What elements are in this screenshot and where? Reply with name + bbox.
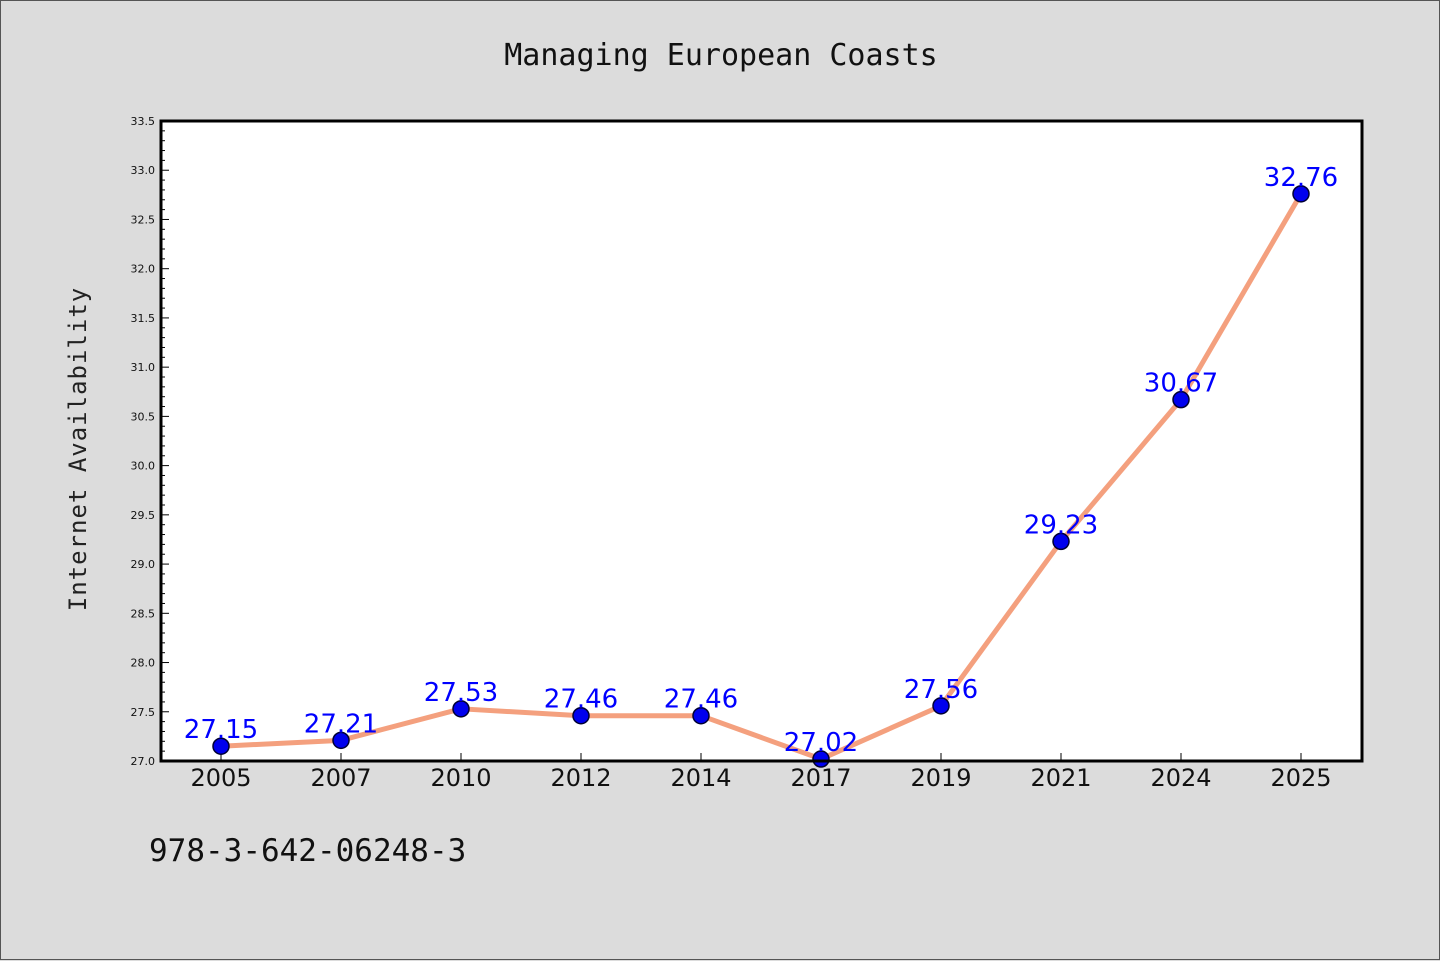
data-point [692,706,710,725]
y-axis-ticks: 27.0 27.5 28.0 28.5 29.0 29.5 30.0 30.5 31.0 31.5… [131,115,169,768]
data-label: 27.02 [784,728,858,758]
data-point [1292,185,1310,203]
x-tick-label: 2005 [190,764,251,792]
data-label: 27.15 [184,715,258,745]
data-label: 27.21 [304,709,378,739]
data-label: 27.46 [544,685,618,715]
x-tick-label: 2025 [1270,764,1331,792]
y-tick-label: 33.0 [131,164,156,177]
data-point [812,750,830,768]
data-label: 27.46 [664,685,738,715]
isbn-code: 978-3-642-06248-3 [149,833,467,869]
y-tick-label: 27.5 [131,706,156,719]
data-point [932,697,950,715]
x-axis-ticks: 2005 2007 2010 2012 2014 2017 2019 2021 2024 2025 [190,753,1332,792]
data-point [572,706,590,725]
x-tick-label: 2010 [430,764,491,792]
x-tick-label: 2024 [1150,764,1211,792]
data-point [1052,532,1070,551]
data-point [1172,390,1190,409]
x-tick-label: 2017 [790,764,851,792]
series-layer [218,191,1304,762]
markers-layer [212,185,1310,768]
plot-frame [159,119,1364,763]
data-labels-layer: 27.15 27.21 27.53 27.46 27.46 27.02 27.56 29.23… [184,163,1338,758]
data-label: 29.23 [1024,510,1098,540]
x-tick-label: 2019 [910,764,971,792]
y-tick-label: 29.0 [131,558,156,571]
x-tick-label: 2012 [550,764,611,792]
x-tick-label: 2014 [670,764,731,792]
data-point [332,731,350,750]
y-tick-label: 29.5 [131,509,156,522]
y-tick-label: 32.0 [131,263,156,276]
chart-title: Managing European Coasts [504,38,937,73]
y-tick-label: 31.0 [131,361,156,374]
data-label: 27.56 [904,675,978,705]
series-line [218,191,1304,762]
y-tick-label: 27.0 [131,755,156,768]
y-tick-label: 28.5 [131,607,156,620]
y-axis-label: Internet Availability [64,287,92,611]
y-tick-label: 30.0 [131,460,156,473]
y-tick-label: 32.5 [131,213,156,226]
y-tick-label: 31.5 [131,312,156,325]
x-tick-label: 2021 [1030,764,1091,792]
data-label: 27.53 [424,678,498,708]
y-tick-label: 28.0 [131,657,156,670]
x-tick-label: 2007 [310,764,371,792]
plot-area [161,121,1362,761]
data-point [452,700,470,718]
y-tick-label: 30.5 [131,410,156,423]
data-label: 32.76 [1264,163,1338,193]
data-label: 30.67 [1144,369,1218,399]
y-tick-label: 33.5 [131,115,156,128]
data-point [212,737,230,755]
